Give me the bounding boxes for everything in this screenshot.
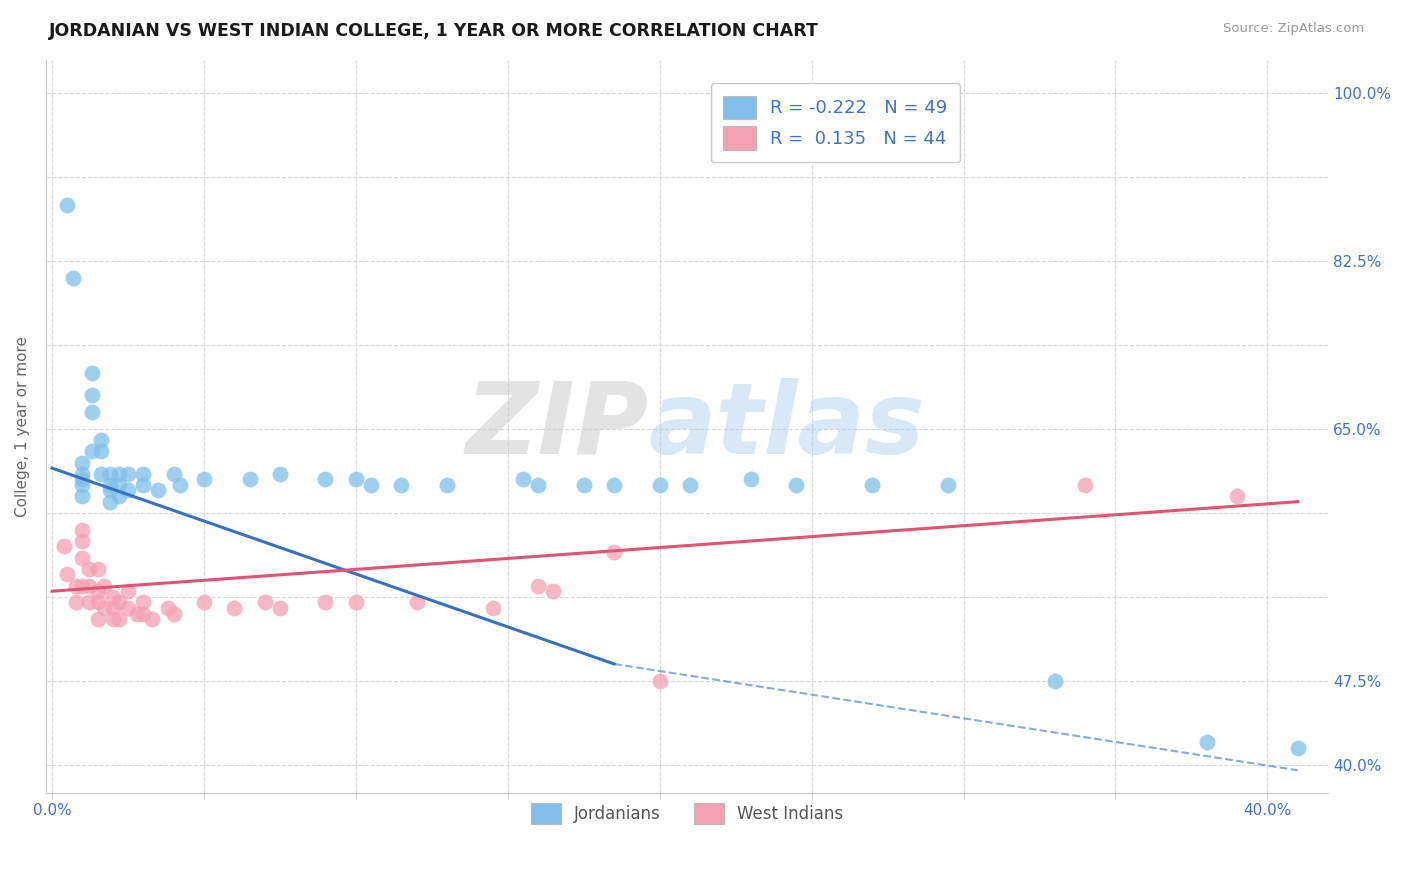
- Point: [108, 478, 131, 492]
- Point: [1043, 673, 1066, 688]
- Point: [132, 595, 155, 609]
- Point: [253, 595, 276, 609]
- Point: [98, 478, 121, 492]
- Point: [162, 467, 184, 481]
- Point: [1195, 735, 1218, 749]
- Point: [101, 601, 124, 615]
- Text: ZIP: ZIP: [465, 377, 648, 475]
- Point: [117, 584, 139, 599]
- Point: [72, 550, 94, 565]
- Point: [405, 595, 427, 609]
- Point: [98, 494, 121, 508]
- Point: [148, 483, 170, 498]
- Point: [269, 467, 291, 481]
- Legend: Jordanians, West Indians: Jordanians, West Indians: [519, 791, 855, 836]
- Point: [238, 472, 260, 486]
- Point: [1226, 489, 1249, 503]
- Point: [77, 562, 100, 576]
- Point: [53, 540, 76, 554]
- Point: [65, 579, 87, 593]
- Point: [108, 489, 131, 503]
- Point: [360, 478, 382, 492]
- Text: JORDANIAN VS WEST INDIAN COLLEGE, 1 YEAR OR MORE CORRELATION CHART: JORDANIAN VS WEST INDIAN COLLEGE, 1 YEAR…: [49, 22, 820, 40]
- Point: [785, 478, 807, 492]
- Point: [938, 478, 960, 492]
- Point: [117, 601, 139, 615]
- Point: [193, 595, 215, 609]
- Point: [108, 467, 131, 481]
- Point: [315, 472, 337, 486]
- Point: [65, 595, 87, 609]
- Point: [603, 478, 626, 492]
- Point: [86, 612, 108, 626]
- Point: [86, 562, 108, 576]
- Point: [77, 595, 100, 609]
- Point: [93, 601, 115, 615]
- Point: [740, 472, 762, 486]
- Point: [90, 467, 112, 481]
- Point: [101, 590, 124, 604]
- Point: [132, 607, 155, 621]
- Point: [527, 478, 550, 492]
- Point: [132, 478, 155, 492]
- Point: [224, 601, 246, 615]
- Point: [108, 595, 131, 609]
- Point: [86, 595, 108, 609]
- Point: [156, 601, 179, 615]
- Point: [108, 612, 131, 626]
- Point: [86, 584, 108, 599]
- Point: [117, 483, 139, 498]
- Point: [77, 579, 100, 593]
- Text: atlas: atlas: [648, 377, 925, 475]
- Point: [436, 478, 458, 492]
- Point: [72, 467, 94, 481]
- Point: [101, 612, 124, 626]
- Point: [141, 612, 163, 626]
- Point: [90, 433, 112, 447]
- Point: [98, 467, 121, 481]
- Point: [679, 478, 702, 492]
- Point: [98, 483, 121, 498]
- Point: [80, 388, 103, 402]
- Point: [169, 478, 191, 492]
- Text: Source: ZipAtlas.com: Source: ZipAtlas.com: [1223, 22, 1364, 36]
- Point: [80, 444, 103, 458]
- Point: [72, 489, 94, 503]
- Point: [193, 472, 215, 486]
- Point: [56, 567, 79, 582]
- Point: [80, 366, 103, 380]
- Point: [648, 478, 671, 492]
- Point: [72, 579, 94, 593]
- Point: [391, 478, 413, 492]
- Point: [1286, 740, 1309, 755]
- Point: [56, 198, 79, 212]
- Point: [860, 478, 883, 492]
- Point: [527, 579, 550, 593]
- Point: [117, 467, 139, 481]
- Point: [162, 607, 184, 621]
- Point: [603, 545, 626, 559]
- Point: [127, 607, 149, 621]
- Point: [315, 595, 337, 609]
- Point: [543, 584, 565, 599]
- Point: [72, 472, 94, 486]
- Point: [344, 472, 367, 486]
- Point: [93, 579, 115, 593]
- Point: [72, 533, 94, 548]
- Point: [648, 673, 671, 688]
- Point: [132, 467, 155, 481]
- Point: [269, 601, 291, 615]
- Y-axis label: College, 1 year or more: College, 1 year or more: [15, 335, 30, 516]
- Point: [80, 405, 103, 419]
- Point: [90, 444, 112, 458]
- Point: [72, 455, 94, 469]
- Point: [1074, 478, 1097, 492]
- Point: [62, 270, 84, 285]
- Point: [344, 595, 367, 609]
- Point: [572, 478, 595, 492]
- Point: [481, 601, 503, 615]
- Point: [72, 478, 94, 492]
- Point: [72, 523, 94, 537]
- Point: [512, 472, 534, 486]
